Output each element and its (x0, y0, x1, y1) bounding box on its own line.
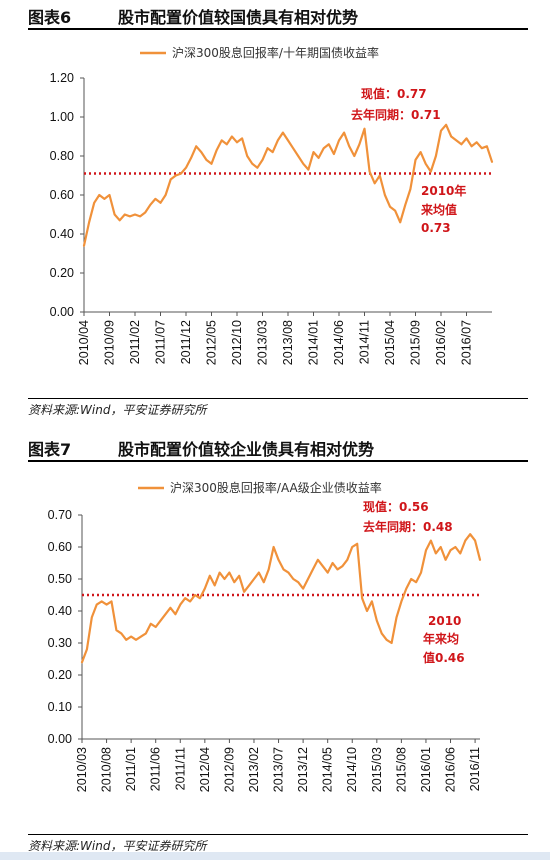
figure-7-heading: 股市配置价值较企业债具有相对优势 (118, 440, 375, 459)
x-tick-label: 2015/04 (383, 320, 397, 365)
x-tick-label: 2012/09 (222, 747, 236, 792)
x-tick-label: 2016/02 (434, 320, 448, 365)
chart-figure-6: 0.00 0.20 0.40 0.60 0.80 1.00 1.20 2010/04 2010/… (50, 45, 494, 365)
last-year-value-label: 去年同期：0.71 (351, 107, 441, 122)
y-tick-label: 0.50 (48, 572, 72, 586)
x-tick-label: 2014/06 (332, 320, 346, 365)
x-tick-label: 2011/02 (128, 320, 142, 364)
y-tick-label: 0.60 (48, 540, 72, 554)
x-tick-label: 2013/08 (281, 320, 295, 365)
x-tick-label: 2012/04 (198, 747, 212, 792)
x-tick-label: 2010/08 (100, 747, 114, 792)
x-tick-label: 2015/03 (370, 747, 384, 792)
figure-6-heading: 股市配置价值较国债具有相对优势 (118, 8, 359, 27)
average-label: 值0.46 (423, 650, 465, 665)
current-value-label: 现值：0.77 (361, 86, 427, 101)
figure-6-title: 图表6 股市配置价值较国债具有相对优势 (28, 2, 528, 30)
legend-label: 沪深300股息回报率/AA级企业债收益率 (170, 480, 382, 495)
x-tick-label: 2016/01 (419, 747, 433, 792)
x-tick-label: 2012/05 (205, 320, 219, 365)
y-tick-label: 0.80 (50, 149, 74, 163)
x-tick-label: 2014/01 (307, 320, 321, 365)
figure-6-source: 资料来源:Wind，平安证券研究所 (28, 398, 528, 418)
x-tick-label: 2011/01 (124, 747, 138, 791)
average-label: 0.73 (421, 221, 451, 235)
x-tick-label: 2013/02 (247, 747, 261, 792)
x-tick-label: 2015/08 (394, 747, 408, 792)
y-tick-label: 0.20 (50, 266, 74, 280)
y-tick-label: 0.30 (48, 636, 72, 650)
x-tick-label: 2013/03 (256, 320, 270, 365)
y-tick-label: 0.40 (48, 604, 72, 618)
x-tick-label: 2016/06 (444, 747, 458, 792)
x-tick-label: 2014/05 (321, 747, 335, 792)
x-tick-label: 2011/12 (179, 320, 193, 364)
x-tick-label: 2011/11 (173, 747, 187, 790)
legend-label: 沪深300股息回报率/十年期国债收益率 (172, 45, 379, 60)
bottom-strip (0, 852, 550, 860)
x-tick-label: 2010/09 (103, 320, 117, 365)
x-tick-label: 2013/12 (296, 747, 310, 792)
average-label: 2010年 (421, 183, 466, 198)
average-label: 来均值 (420, 202, 457, 217)
series-line (82, 123, 494, 247)
x-tick-label: 2012/10 (230, 320, 244, 365)
y-tick-label: 0.00 (48, 732, 72, 746)
x-tick-label: 2016/11 (468, 747, 482, 791)
figure-7-source: 资料来源:Wind，平安证券研究所 (28, 834, 528, 854)
y-tick-label: 0.10 (48, 700, 72, 714)
x-tick-label: 2010/03 (75, 747, 89, 792)
last-year-value-label: 去年同期：0.48 (363, 519, 453, 534)
figure-7-title: 图表7 股市配置价值较企业债具有相对优势 (28, 434, 528, 462)
y-tick-label: 0.60 (50, 188, 74, 202)
x-tick-label: 2011/06 (149, 747, 163, 791)
figure-7-number: 图表7 (28, 440, 72, 459)
x-tick-label: 2013/07 (272, 747, 286, 792)
y-tick-label: 0.70 (48, 508, 72, 522)
figure-6-number: 图表6 (28, 8, 72, 27)
average-label: 年来均 (423, 631, 459, 646)
series-line (80, 533, 482, 664)
x-tick-label: 2011/07 (154, 320, 168, 364)
x-tick-label: 2015/09 (409, 320, 423, 365)
average-label: 2010 (428, 614, 461, 628)
current-value-label: 现值：0.56 (363, 499, 429, 514)
x-tick-label: 2014/10 (345, 747, 359, 792)
x-tick-label: 2016/07 (460, 320, 474, 365)
y-tick-label: 1.00 (50, 110, 74, 124)
y-tick-label: 0.00 (50, 305, 74, 319)
y-tick-label: 0.20 (48, 668, 72, 682)
y-tick-label: 1.20 (50, 71, 74, 85)
chart-figure-7: 0.00 0.10 0.20 0.30 0.40 0.50 0.60 0.70 2010/03 2… (48, 480, 482, 792)
x-tick-label: 2010/04 (77, 320, 91, 365)
y-tick-label: 0.40 (50, 227, 74, 241)
x-tick-label: 2014/11 (358, 320, 372, 364)
